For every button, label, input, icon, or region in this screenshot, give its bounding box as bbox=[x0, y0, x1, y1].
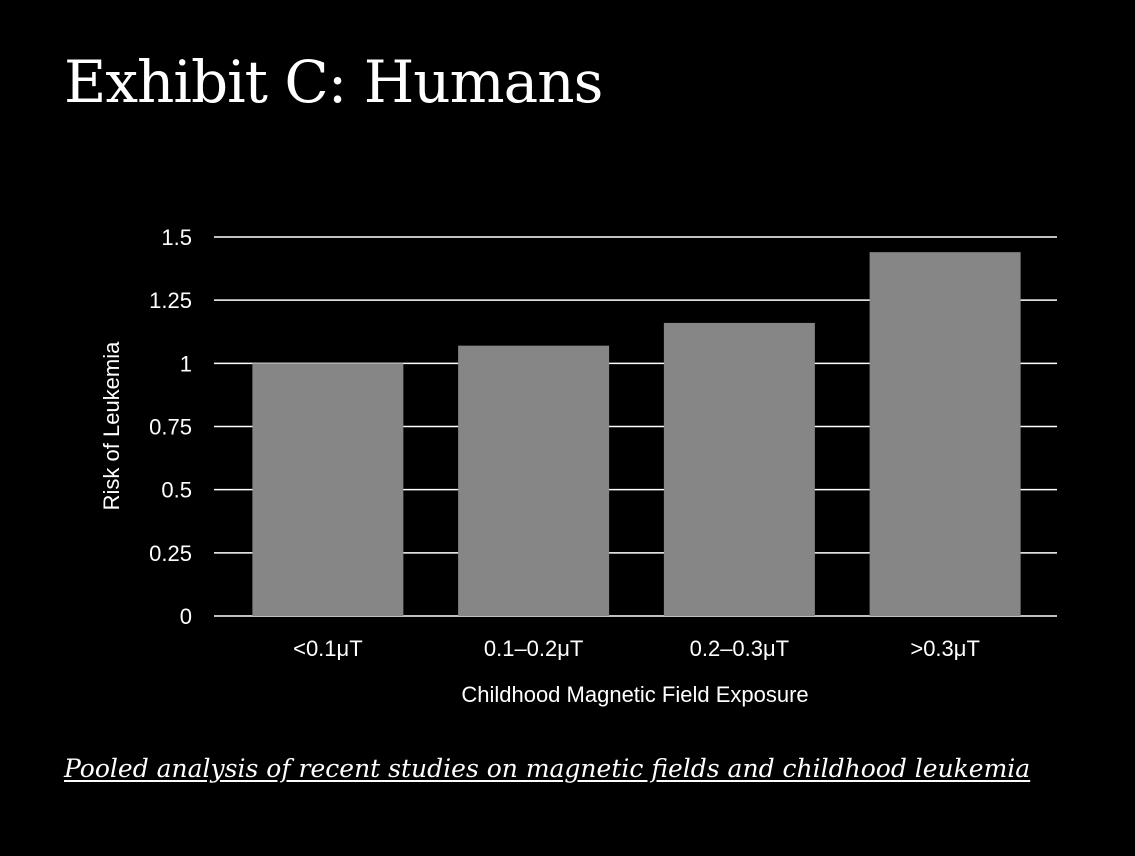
x-tick-label: >0.3μT bbox=[910, 636, 980, 661]
y-tick-label: 0.25 bbox=[149, 541, 192, 566]
x-tick-label: 0.2–0.3μT bbox=[690, 636, 790, 661]
y-tick-label: 0 bbox=[180, 604, 192, 629]
bar bbox=[869, 252, 1021, 616]
y-tick-label: 1.25 bbox=[149, 288, 192, 313]
bar-chart: 0 0.25 0.5 0.75 1 1.25 1.5 <0.1μT 0.1–0.2μT 0.2–… bbox=[99, 225, 1057, 707]
x-axis-label: Childhood Magnetic Field Exposure bbox=[461, 682, 808, 707]
y-tick-label: 1 bbox=[180, 351, 192, 376]
y-tick-label: 0.5 bbox=[161, 478, 192, 503]
slide-title: Exhibit C: Humans bbox=[64, 48, 603, 116]
bar bbox=[252, 363, 404, 616]
source-study-link[interactable]: Pooled analysis of recent studies on mag… bbox=[64, 754, 1031, 783]
y-axis-label: Risk of Leukemia bbox=[99, 341, 124, 511]
x-tick-label: 0.1–0.2μT bbox=[484, 636, 584, 661]
y-tick-labels: 0 0.25 0.5 0.75 1 1.25 1.5 bbox=[149, 225, 192, 629]
y-tick-label: 0.75 bbox=[149, 415, 192, 440]
bar bbox=[663, 322, 815, 616]
x-tick-labels: <0.1μT 0.1–0.2μT 0.2–0.3μT >0.3μT bbox=[293, 636, 980, 661]
bar bbox=[458, 345, 610, 616]
x-tick-label: <0.1μT bbox=[293, 636, 363, 661]
bars bbox=[252, 252, 1021, 616]
y-tick-label: 1.5 bbox=[161, 225, 192, 250]
